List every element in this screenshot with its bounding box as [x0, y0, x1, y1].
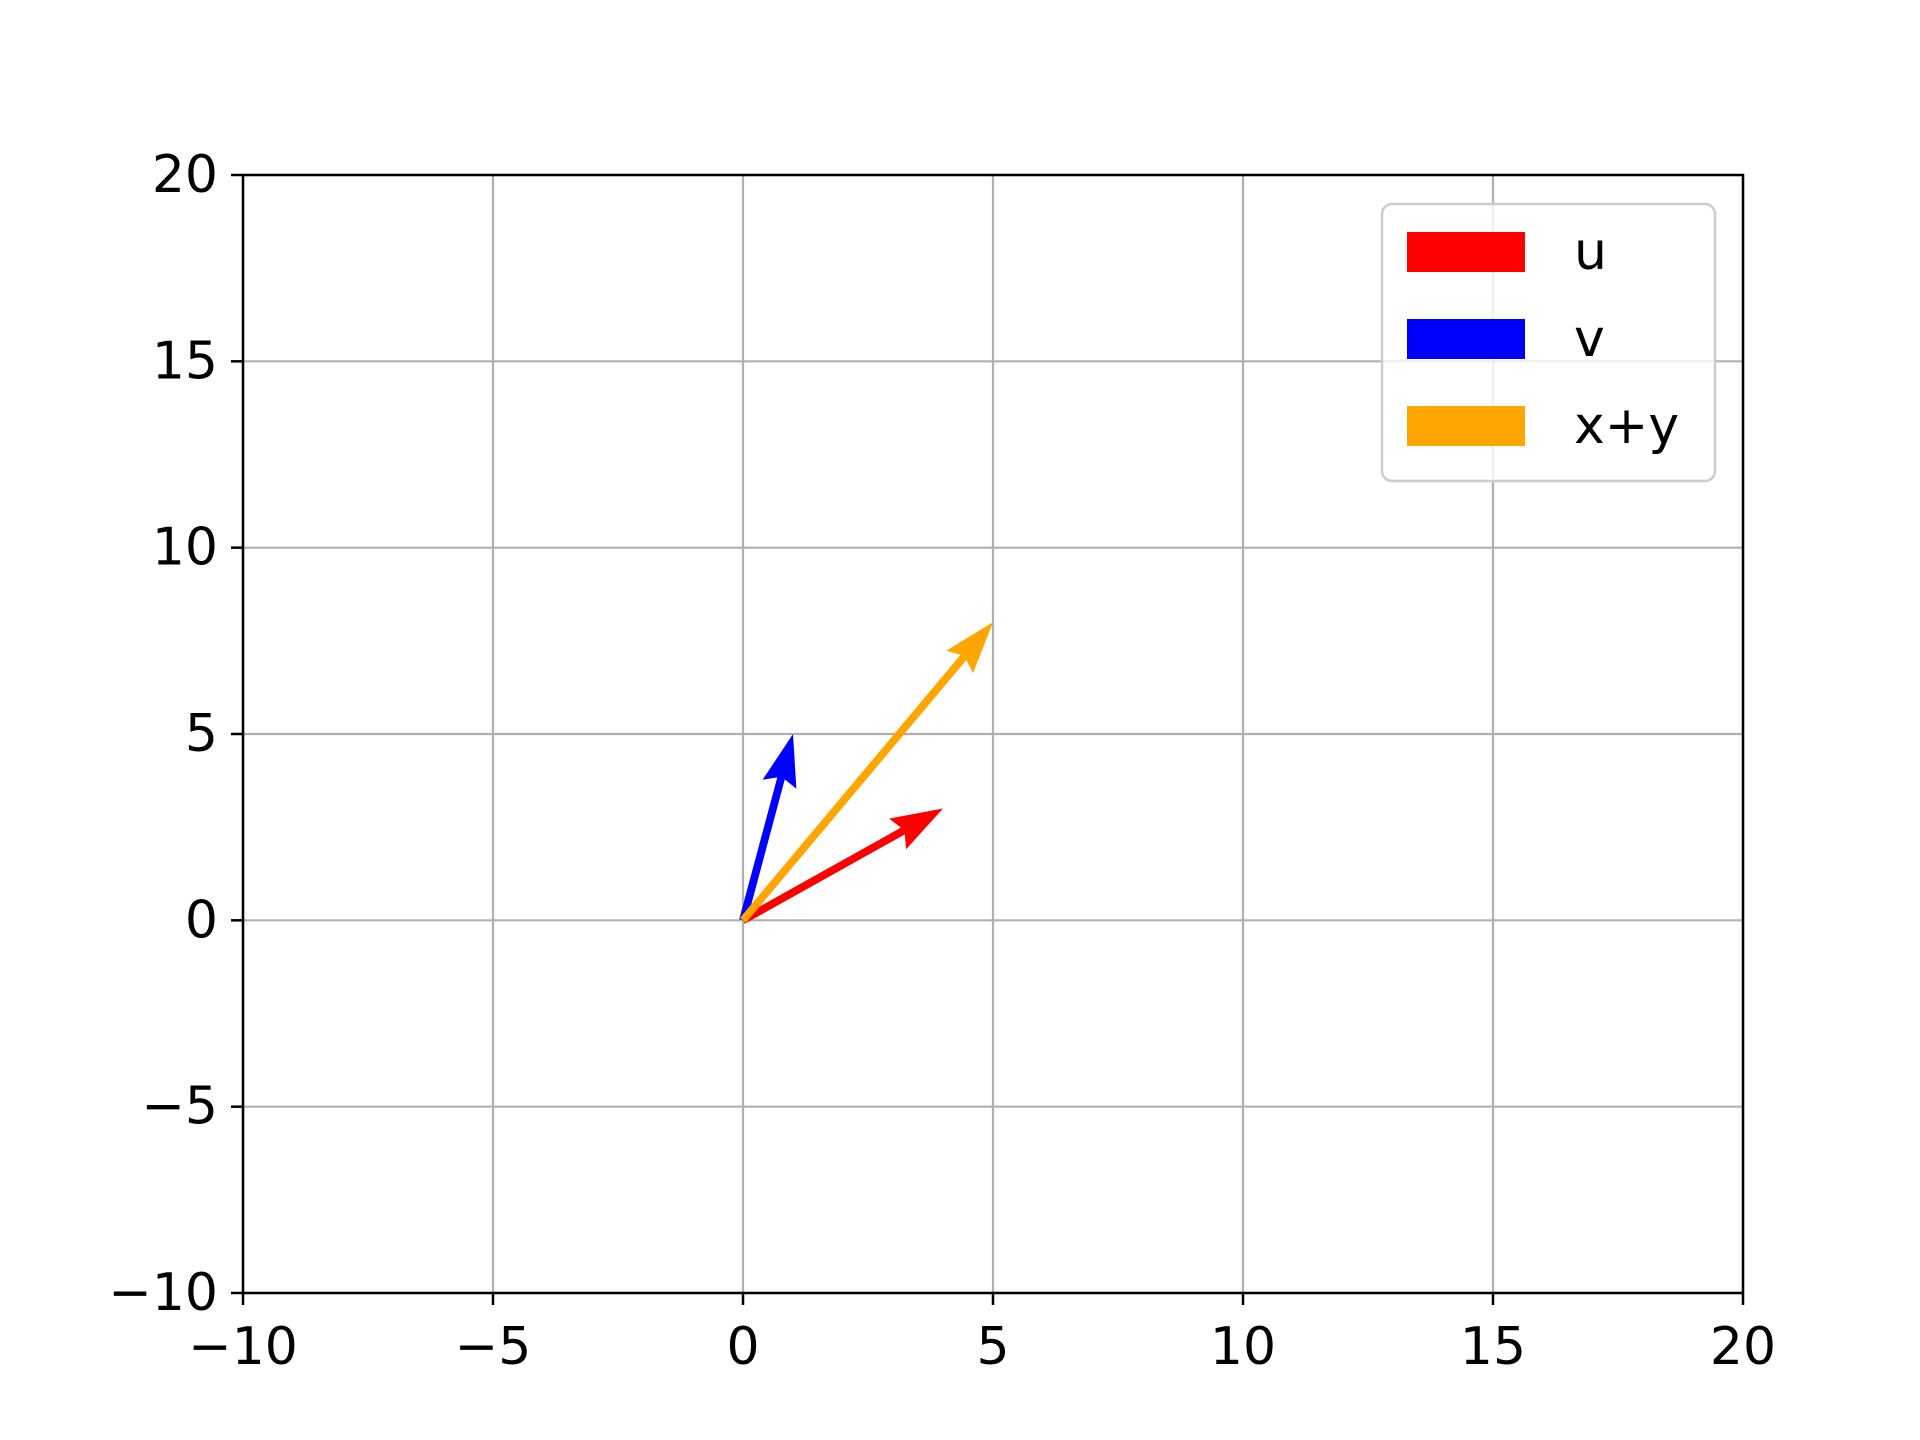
legend-swatch-1 [1407, 319, 1525, 359]
legend-swatch-0 [1407, 232, 1525, 272]
ticks: −10 −5 0 5 10 15 20 −10 −5 0 5 10 15 20 [108, 145, 1776, 1377]
x-tick-label-2: 0 [726, 1317, 759, 1377]
y-tick-label-4: 10 [152, 518, 218, 578]
legend-label-1: v [1574, 309, 1605, 369]
x-tick-label-3: 5 [976, 1317, 1009, 1377]
vector-arrow-x-y [740, 622, 993, 923]
legend-label-0: u [1574, 222, 1607, 282]
vector-arrow-u [741, 808, 943, 924]
y-tick-label-6: 20 [152, 145, 218, 205]
x-tick-label-6: 20 [1710, 1317, 1776, 1377]
legend-label-2: x+y [1574, 396, 1679, 456]
vector-arrow-v [739, 734, 797, 922]
y-tick-label-2: 0 [185, 890, 218, 950]
x-tick-label-0: −10 [188, 1317, 298, 1377]
x-tick-label-5: 15 [1460, 1317, 1526, 1377]
x-tick-label-1: −5 [455, 1317, 532, 1377]
legend: uv x+y [1380, 202, 1717, 483]
y-tick-label-1: −5 [141, 1077, 218, 1137]
legend-swatch-2 [1407, 406, 1525, 446]
x-tick-label-4: 10 [1210, 1317, 1276, 1377]
vectors [739, 622, 993, 924]
y-tick-label-5: 15 [152, 331, 218, 391]
y-tick-label-0: −10 [108, 1263, 218, 1323]
y-tick-label-3: 5 [185, 704, 218, 764]
